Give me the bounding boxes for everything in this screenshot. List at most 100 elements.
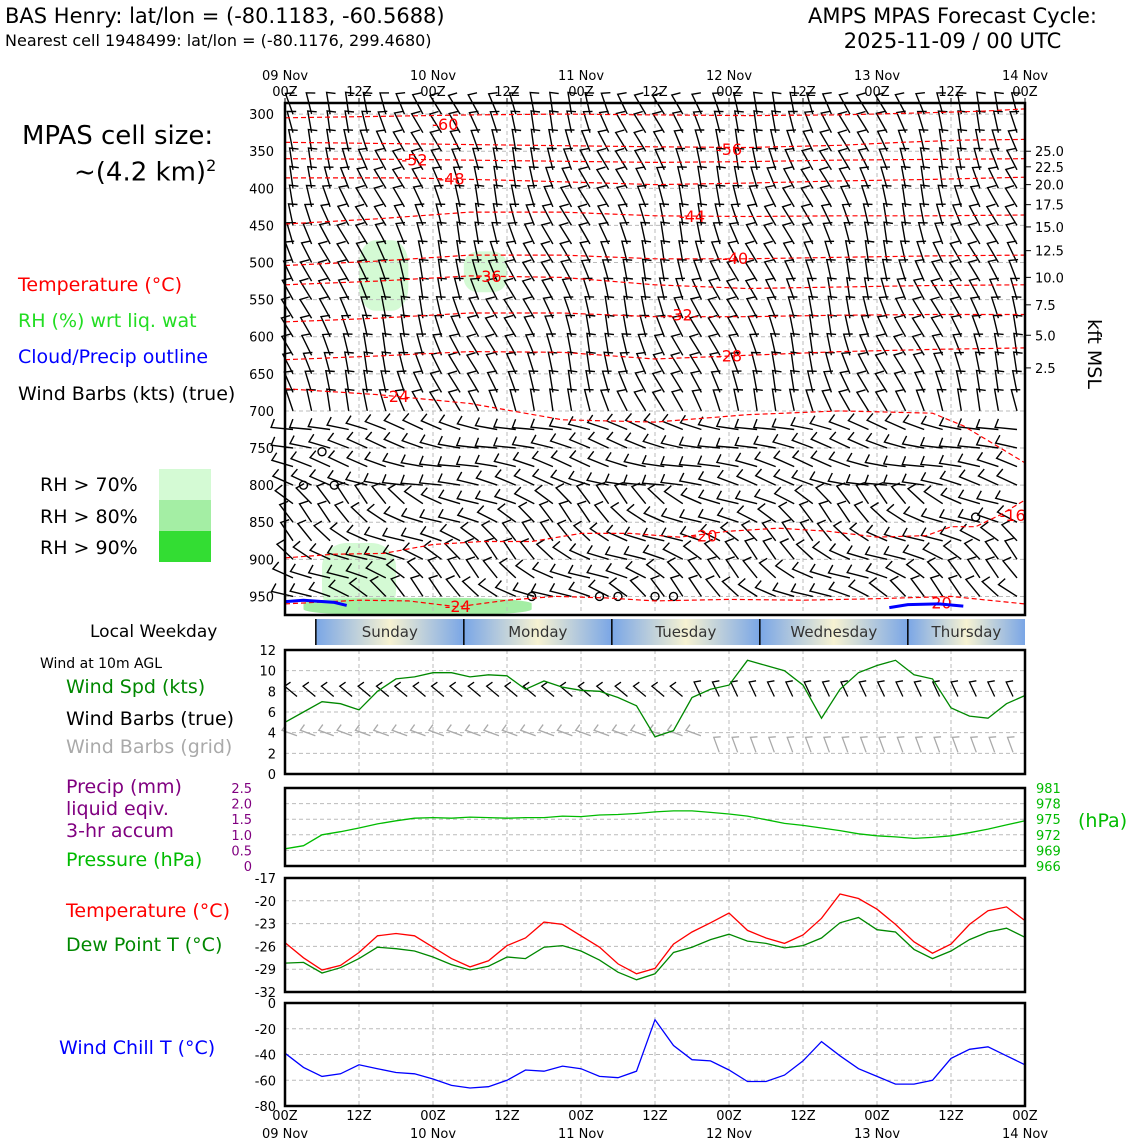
wind-barb-true [786, 681, 793, 697]
wind-barb [403, 543, 423, 560]
wind-barb [347, 525, 367, 541]
wind-barb [829, 452, 850, 467]
wind-barb [550, 564, 571, 578]
weekday-label: Local Weekday [90, 622, 217, 642]
wind-barb [302, 241, 312, 262]
wind-barb [896, 390, 906, 411]
wind-barb [606, 452, 627, 466]
wind-barb [446, 576, 460, 597]
wind-barb [997, 451, 1017, 466]
station-title: BAS Henry: lat/lon = (-80.1183, -60.5688… [5, 4, 445, 28]
wind-barb [662, 414, 682, 429]
wind-barb [680, 456, 702, 466]
wind-barb [290, 583, 311, 596]
wind-barb [803, 130, 813, 151]
wind-barb-grid [447, 725, 462, 736]
wind-barb [970, 204, 980, 225]
wind-barb [309, 434, 330, 448]
wind-barb [981, 522, 999, 541]
kft-tick-label: 22.5 [1035, 161, 1064, 176]
panel-ytick: -29 [255, 963, 276, 978]
wind-barb-true [1006, 681, 1013, 697]
wind-barb [986, 557, 998, 578]
wind-barb [513, 583, 534, 597]
wind-barb [631, 576, 646, 596]
wind-barb-grid [861, 737, 868, 753]
wind-barb [819, 501, 831, 522]
wind-barb [887, 504, 905, 522]
wind-barb [451, 315, 460, 336]
panel-ytick: 12 [259, 644, 276, 659]
bottom-time-label: 12Z [346, 1109, 372, 1124]
wind-barb [644, 506, 664, 522]
wind-barb [653, 390, 665, 411]
bottom-time-label: 12Z [938, 1109, 964, 1124]
wind-barb-grid [502, 725, 517, 736]
wind-barb [319, 241, 330, 262]
wind-barb [422, 488, 442, 504]
wind-barb [280, 501, 293, 522]
wind-barb [708, 297, 720, 318]
wind-barb [748, 204, 757, 225]
temperature-contour [285, 500, 1025, 558]
precip-tick: 1.5 [231, 813, 252, 828]
wind-barb [504, 316, 515, 337]
wind-barb-grid [686, 725, 701, 736]
wind-barb [950, 278, 962, 299]
wind-barb [722, 577, 738, 597]
wind-barb-grid [300, 725, 315, 736]
panel-ytick: -17 [255, 872, 276, 887]
wind-barb [903, 545, 924, 560]
contour-label: -28 [716, 346, 742, 365]
wind-barb-grid [787, 737, 794, 753]
wind-barb-grid [879, 737, 886, 753]
wind-barb [300, 278, 312, 299]
wind-barb [483, 557, 497, 578]
bottom-day-label: 10 Nov [410, 1127, 456, 1140]
wind-barb [671, 353, 683, 374]
wind-barb [469, 390, 479, 411]
wind-barb [999, 579, 1018, 597]
wind-barb [597, 186, 608, 207]
wind-barb [709, 278, 720, 299]
wind-barb [516, 560, 534, 578]
wind-barb-true [670, 682, 682, 696]
wind-barb [850, 523, 869, 541]
wind-barb-grid [750, 737, 757, 753]
wind-barb [577, 483, 590, 504]
wind-barb-grid [392, 725, 407, 736]
wind-barb [745, 538, 757, 559]
wind-barb [496, 581, 516, 597]
wind-barb [524, 241, 535, 262]
weekday-name: Monday [508, 623, 567, 641]
contour-label: -24 [445, 597, 471, 616]
wind-barb [944, 541, 962, 560]
wind-barb [763, 538, 775, 559]
wind-barb-grid [631, 725, 646, 736]
top-time-label: 00Z [272, 85, 298, 100]
bottom-time-label: 12Z [642, 1109, 668, 1124]
wind-barb [839, 390, 850, 411]
pressure-tick: 966 [1036, 860, 1061, 875]
legend-precip-liquid: liquid eqiv. [66, 798, 169, 820]
wind-barb [411, 575, 423, 596]
wind-barb [708, 316, 720, 337]
wind-barb [903, 436, 925, 448]
wind-barb [738, 506, 758, 523]
wind-barb [327, 389, 336, 411]
main-ytick-300: 300 [249, 108, 274, 123]
wind-barb-grid [934, 737, 941, 753]
pressure-tick: 969 [1036, 844, 1061, 859]
wind-10m-title: Wind at 10m AGL [40, 656, 162, 672]
main-ytick-800: 800 [249, 479, 274, 494]
wind-barb [758, 504, 776, 523]
wind-barb [959, 490, 980, 504]
wind-barb [408, 558, 423, 578]
wind-barb [783, 204, 795, 225]
wind-barb [997, 469, 1017, 485]
wind-barb [514, 452, 535, 467]
wind-barb [532, 435, 553, 448]
legend-precip-accum: 3-hr accum [66, 820, 174, 842]
wind-barb [742, 521, 757, 541]
wind-barb [968, 557, 980, 578]
